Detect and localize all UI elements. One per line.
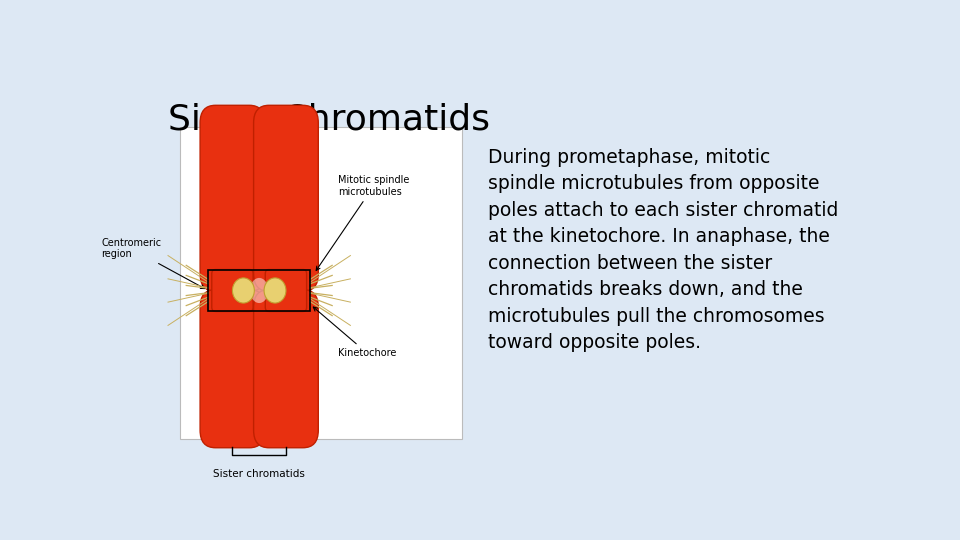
Bar bbox=[180, 127, 463, 439]
Ellipse shape bbox=[232, 278, 254, 303]
FancyBboxPatch shape bbox=[253, 105, 319, 291]
Text: Sister chromatids: Sister chromatids bbox=[213, 469, 305, 479]
FancyBboxPatch shape bbox=[265, 269, 306, 312]
Ellipse shape bbox=[264, 278, 286, 303]
Bar bbox=[208, 269, 310, 312]
Polygon shape bbox=[215, 274, 269, 307]
Ellipse shape bbox=[250, 278, 268, 303]
FancyBboxPatch shape bbox=[212, 269, 253, 312]
Text: Centromeric
region: Centromeric region bbox=[101, 238, 204, 288]
FancyBboxPatch shape bbox=[200, 105, 265, 291]
Text: Sister Chromatids: Sister Chromatids bbox=[168, 102, 491, 136]
Text: Mitotic spindle
microtubules: Mitotic spindle microtubules bbox=[316, 175, 410, 271]
Polygon shape bbox=[269, 274, 303, 307]
Text: During prometaphase, mitotic
spindle microtubules from opposite
poles attach to : During prometaphase, mitotic spindle mic… bbox=[489, 148, 839, 353]
FancyBboxPatch shape bbox=[253, 289, 319, 448]
Text: Kinetochore: Kinetochore bbox=[313, 307, 396, 359]
Polygon shape bbox=[215, 274, 250, 307]
FancyBboxPatch shape bbox=[200, 289, 265, 448]
